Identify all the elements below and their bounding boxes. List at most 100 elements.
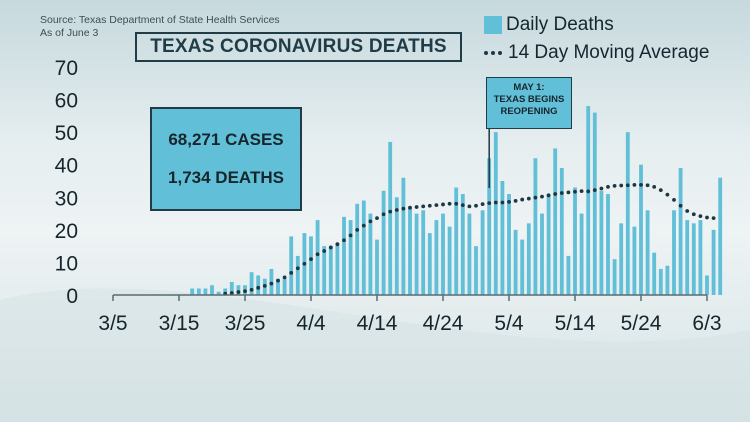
moving-average-point (592, 188, 597, 193)
x-tick-label: 4/4 (296, 312, 326, 335)
moving-average-point (342, 238, 346, 243)
moving-average-point (322, 249, 327, 253)
moving-average-point (276, 278, 280, 283)
moving-average-point (573, 189, 577, 194)
daily-death-bar (454, 187, 459, 295)
daily-death-bar (612, 259, 617, 295)
moving-average-point (559, 191, 564, 195)
daily-death-bar (229, 281, 234, 295)
moving-average-point (460, 203, 465, 208)
daily-death-bar (381, 190, 386, 295)
moving-average-point (625, 183, 630, 188)
daily-death-bar (368, 213, 373, 295)
daily-death-bar (328, 246, 333, 295)
daily-death-bar (375, 239, 379, 295)
y-tick-label: 0 (66, 285, 78, 308)
daily-death-bar (619, 223, 624, 295)
annotation-line-1: MAY 1: (513, 82, 545, 93)
moving-average-point (309, 257, 313, 262)
daily-death-bar (276, 278, 280, 295)
daily-death-bar (625, 132, 630, 295)
legend-label-daily-deaths: Daily Deaths (506, 14, 614, 35)
daily-death-bar (513, 229, 518, 295)
daily-death-bar (190, 288, 195, 295)
daily-death-bar (507, 194, 511, 295)
chart-title: TEXAS CORONAVIRUS DEATHS (135, 32, 462, 62)
as-of-line: As of June 3 (40, 27, 99, 39)
daily-death-bar (526, 223, 531, 295)
moving-average-point (335, 242, 340, 247)
daily-death-bar (705, 275, 709, 295)
daily-death-bar (414, 213, 419, 295)
moving-average-point (229, 291, 234, 295)
daily-death-bar (480, 210, 485, 295)
daily-death-bar (691, 223, 696, 295)
moving-average-point (368, 219, 373, 224)
daily-death-bar (553, 148, 558, 295)
daily-death-bar (632, 226, 637, 295)
moving-average-point (579, 189, 584, 193)
moving-average-point (381, 212, 386, 217)
annotation-line-3: REOPENING (500, 106, 558, 117)
moving-average-point (289, 270, 294, 275)
daily-death-bar (223, 288, 228, 295)
daily-death-bar (678, 167, 683, 295)
daily-death-bar (599, 190, 604, 295)
moving-average-point (691, 212, 696, 217)
daily-death-bar (196, 288, 201, 295)
x-tick-label: 3/5 (98, 312, 127, 335)
daily-death-bar (658, 268, 663, 295)
daily-death-bar (586, 106, 591, 295)
daily-death-bar (592, 112, 597, 295)
moving-average-point (566, 190, 571, 195)
daily-death-bar (672, 210, 676, 295)
moving-average-point (513, 198, 518, 203)
moving-average-point (540, 194, 544, 199)
daily-death-bar (520, 239, 525, 295)
daily-death-bar (335, 242, 340, 295)
moving-average-point (678, 203, 683, 208)
moving-average-point (256, 285, 261, 290)
moving-average-point (533, 195, 538, 200)
daily-death-bar (434, 220, 439, 295)
daily-death-bar (210, 285, 214, 295)
daily-death-bar (460, 194, 465, 295)
moving-average-point (632, 183, 637, 187)
x-tick-label: 4/24 (423, 312, 464, 335)
source-line: Source: Texas Department of State Health… (40, 14, 280, 26)
moving-average-point (480, 202, 485, 207)
moving-average-point (507, 199, 511, 204)
moving-average-point (672, 197, 676, 202)
source-note: Source: Texas Department of State Health… (40, 14, 280, 40)
moving-average-point (394, 208, 399, 212)
moving-average-point (361, 223, 366, 228)
moving-average-point (645, 183, 650, 188)
moving-average-point (269, 281, 274, 286)
daily-death-bar (718, 177, 723, 295)
x-tick-label: 3/25 (225, 312, 266, 335)
moving-average-point (526, 196, 531, 201)
x-tick-label: 4/14 (357, 312, 398, 335)
daily-death-bar (493, 132, 498, 295)
daily-death-bar (236, 285, 241, 295)
daily-death-bar (421, 210, 426, 295)
daily-death-bar (348, 220, 353, 295)
moving-average-point (639, 183, 643, 187)
moving-average-point (520, 197, 525, 202)
moving-average-point (500, 200, 505, 205)
legend: Daily Deaths 14 Day Moving Average (484, 12, 709, 68)
daily-death-bar (645, 210, 650, 295)
moving-average-point (401, 206, 406, 211)
moving-average-point (612, 183, 617, 188)
moving-average-point (243, 289, 247, 293)
daily-death-bar (203, 288, 208, 295)
moving-average-point (236, 290, 241, 294)
daily-death-bar (309, 236, 313, 295)
moving-average-point (586, 189, 591, 194)
daily-death-bar (566, 255, 571, 295)
daily-death-bar (295, 255, 300, 295)
x-tick-label: 5/4 (494, 312, 524, 335)
daily-death-bar (256, 275, 261, 295)
